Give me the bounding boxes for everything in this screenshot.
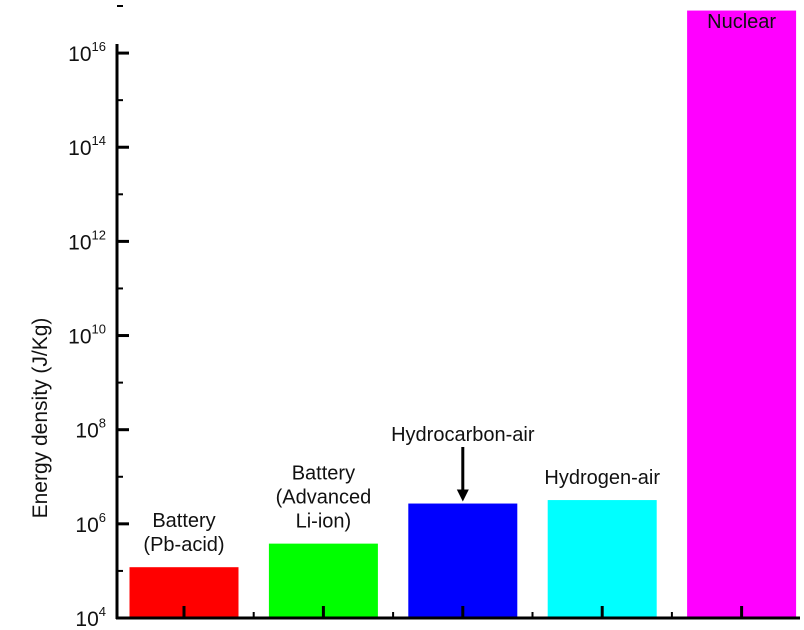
category-label: Battery (Advanced Li-ion) <box>276 463 372 533</box>
axes-group: 104 106 108 1010 1012 1014 1016 <box>68 5 800 630</box>
category-label: Nuclear <box>707 11 776 33</box>
y-tick-label: 104 <box>75 604 106 630</box>
bar <box>547 500 657 618</box>
y-tick-label: 1010 <box>68 322 106 349</box>
y-tick-label: 1016 <box>68 39 106 66</box>
category-label: Hydrocarbon-air <box>391 424 535 446</box>
y-tick-label: 1014 <box>68 133 106 160</box>
category-labels-group: Battery (Pb-acid) Battery (Advanced Li-ion) H… <box>143 11 776 556</box>
y-tick-label: 106 <box>75 510 106 537</box>
y-tick-label: 108 <box>75 416 106 443</box>
y-axis-title: Energy density (J/Kg) <box>29 318 52 519</box>
arrow-head <box>456 489 469 502</box>
category-label: Battery (Pb-acid) <box>143 510 224 556</box>
bars-group <box>129 10 797 618</box>
y-tick-label: 1012 <box>68 227 106 254</box>
bar <box>687 10 797 618</box>
bar <box>408 503 518 618</box>
category-label: Hydrogen-air <box>544 467 660 489</box>
bar <box>268 543 378 618</box>
